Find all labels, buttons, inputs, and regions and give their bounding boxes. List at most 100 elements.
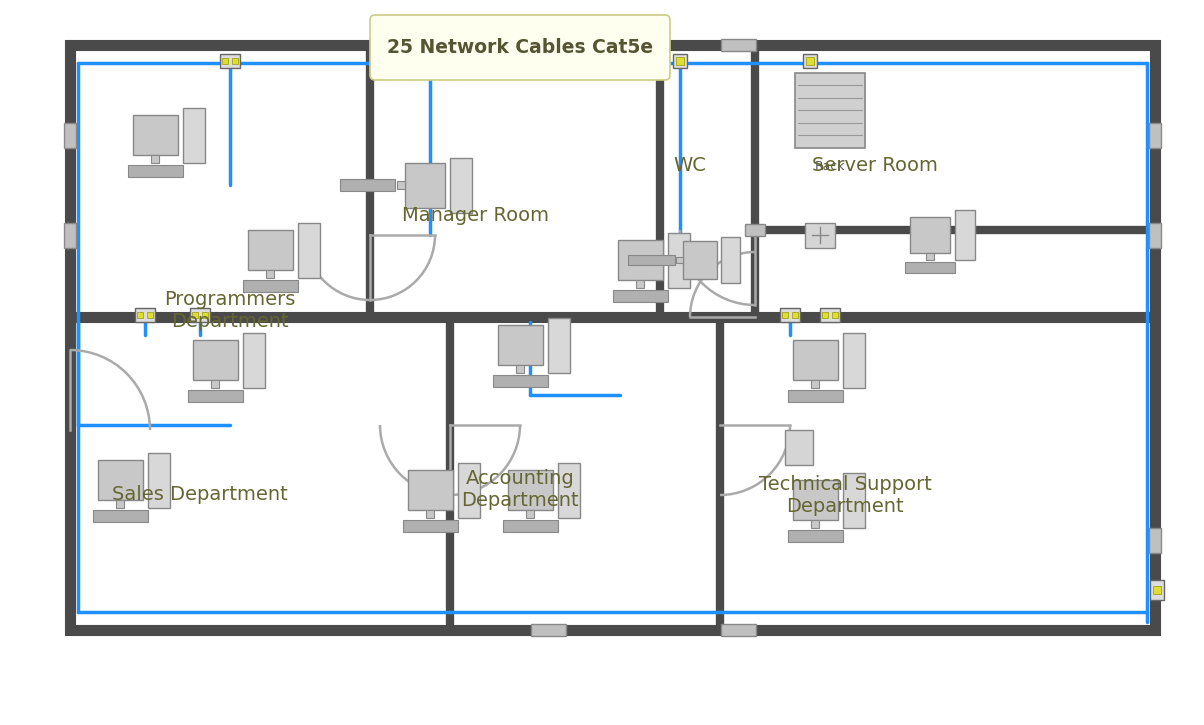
Bar	[811, 520, 819, 528]
Bar	[811, 380, 819, 388]
Bar	[792, 480, 838, 520]
Bar	[232, 58, 238, 64]
Bar	[64, 223, 76, 247]
Bar	[721, 236, 740, 283]
Bar	[805, 57, 814, 65]
Bar	[910, 217, 950, 253]
Text: Server Room: Server Room	[811, 155, 938, 175]
Text: Programmers
Department: Programmers Department	[164, 289, 296, 331]
Polygon shape	[480, 58, 660, 73]
Bar	[636, 280, 644, 288]
Bar	[517, 365, 524, 373]
Bar	[132, 115, 177, 155]
Bar	[137, 312, 143, 318]
Bar	[803, 54, 818, 68]
Bar	[795, 72, 864, 147]
Text: Manager Room: Manager Room	[401, 205, 549, 225]
Bar	[426, 57, 433, 65]
Bar	[1150, 580, 1164, 600]
Bar	[792, 312, 798, 318]
Bar	[955, 210, 974, 260]
Bar	[497, 325, 543, 365]
Bar	[720, 39, 755, 51]
Text: Rack: Rack	[815, 160, 845, 173]
Text: WC: WC	[673, 155, 707, 175]
Bar	[397, 181, 405, 189]
Bar	[202, 312, 208, 318]
Bar	[93, 510, 148, 522]
Bar	[402, 520, 458, 532]
Bar	[683, 241, 718, 279]
Bar	[266, 270, 275, 278]
Bar	[780, 308, 799, 322]
Bar	[458, 463, 479, 518]
Bar	[548, 318, 569, 373]
Bar	[675, 57, 684, 65]
Bar	[211, 380, 219, 388]
Bar	[183, 107, 205, 162]
Text: Accounting
Department: Accounting Department	[461, 470, 579, 510]
Bar	[502, 520, 557, 532]
Bar	[667, 233, 690, 288]
Bar	[222, 58, 228, 64]
Bar	[450, 157, 472, 212]
Bar	[618, 240, 662, 280]
Text: Sales Department: Sales Department	[112, 486, 288, 505]
Bar	[745, 224, 765, 236]
Text: 25 Network Cables Cat5e: 25 Network Cables Cat5e	[386, 38, 653, 57]
Text: Technical Support
Department: Technical Support Department	[759, 474, 932, 515]
Bar	[407, 470, 453, 510]
Bar	[70, 45, 1155, 630]
Bar	[405, 162, 445, 207]
Bar	[720, 624, 755, 636]
Bar	[1153, 586, 1161, 594]
FancyBboxPatch shape	[370, 15, 669, 80]
Bar	[1149, 528, 1161, 552]
Bar	[785, 430, 813, 465]
Bar	[297, 223, 319, 278]
Bar	[150, 155, 159, 163]
Bar	[220, 54, 240, 68]
Bar	[242, 280, 297, 292]
Bar	[613, 290, 667, 302]
Bar	[905, 262, 955, 273]
Bar	[193, 340, 237, 380]
Bar	[508, 470, 553, 510]
Bar	[423, 54, 437, 68]
Bar	[557, 463, 579, 518]
Bar	[822, 312, 828, 318]
Bar	[128, 165, 183, 177]
Bar	[1149, 123, 1161, 147]
Bar	[783, 312, 787, 318]
Bar	[843, 333, 864, 387]
Bar	[426, 510, 433, 518]
Bar	[1149, 223, 1161, 247]
Bar	[792, 340, 838, 380]
Bar	[98, 460, 142, 500]
Bar	[492, 375, 548, 387]
Bar	[531, 39, 566, 51]
Bar	[188, 390, 242, 402]
Bar	[805, 223, 836, 247]
Bar	[64, 123, 76, 147]
Bar	[832, 312, 838, 318]
Bar	[787, 390, 843, 402]
Bar	[340, 179, 395, 191]
Bar	[135, 308, 155, 322]
Bar	[526, 510, 535, 518]
Bar	[926, 253, 933, 260]
Bar	[843, 473, 864, 528]
Bar	[820, 308, 840, 322]
Bar	[627, 255, 674, 265]
Bar	[116, 500, 124, 508]
Bar	[148, 452, 170, 507]
Bar	[787, 530, 843, 542]
Bar	[248, 230, 293, 270]
Bar	[190, 308, 209, 322]
Bar	[531, 624, 566, 636]
Bar	[191, 312, 197, 318]
Bar	[242, 333, 265, 387]
Bar	[673, 54, 687, 68]
Bar	[677, 257, 683, 263]
Bar	[147, 312, 153, 318]
